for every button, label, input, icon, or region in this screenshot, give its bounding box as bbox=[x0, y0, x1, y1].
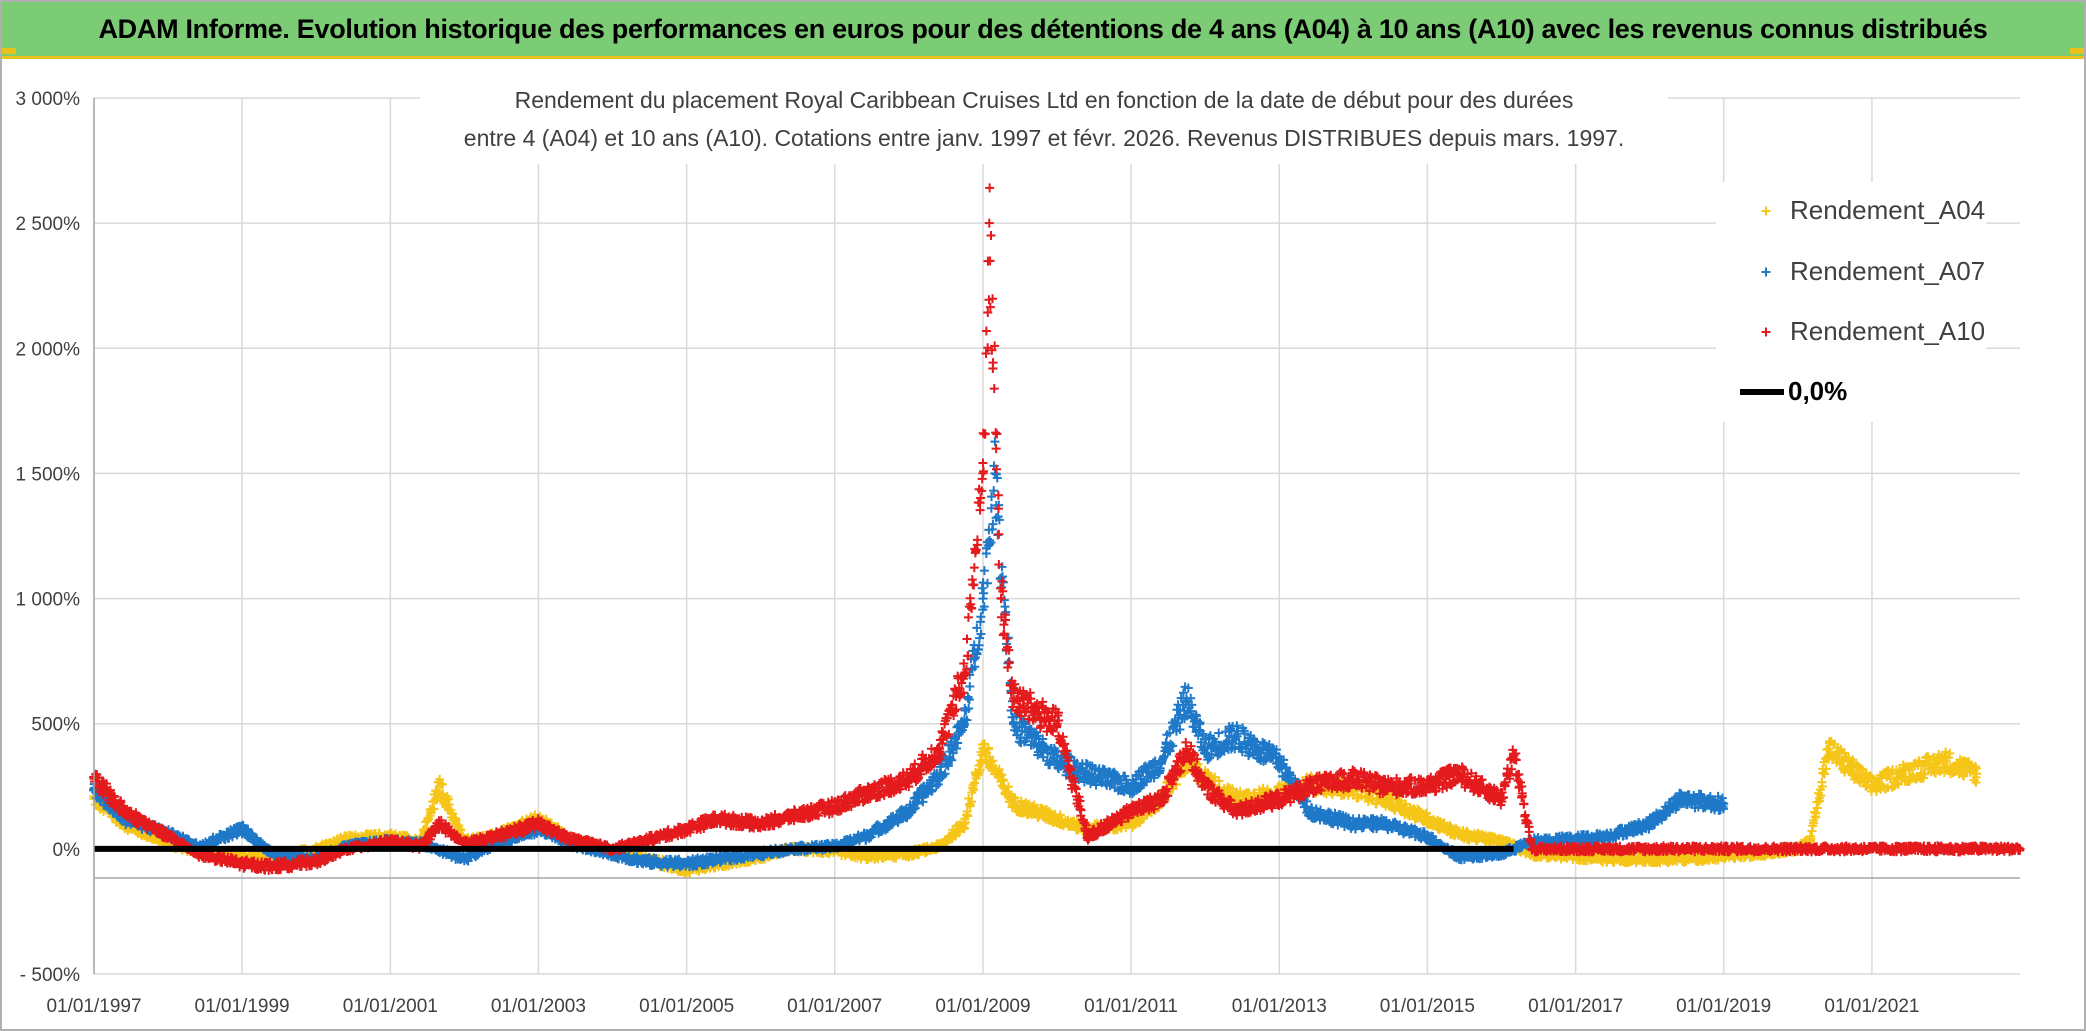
data-point bbox=[1807, 826, 1817, 836]
data-point bbox=[1817, 777, 1827, 787]
data-point bbox=[966, 797, 976, 807]
data-point bbox=[990, 437, 1000, 447]
data-point bbox=[429, 804, 439, 814]
data-point bbox=[962, 807, 972, 817]
data-point bbox=[976, 612, 986, 622]
right-corner-mark bbox=[2070, 48, 2084, 54]
series-rendement-a07 bbox=[89, 437, 1729, 872]
left-corner-mark bbox=[2, 48, 16, 54]
data-point bbox=[963, 694, 973, 704]
data-point bbox=[451, 815, 461, 825]
data-point bbox=[988, 756, 998, 766]
data-point bbox=[968, 783, 978, 793]
data-point bbox=[994, 764, 1004, 774]
data-point bbox=[965, 801, 975, 811]
data-point bbox=[983, 578, 993, 588]
data-point bbox=[1000, 602, 1010, 612]
data-point bbox=[965, 682, 975, 692]
banner-title: ADAM Informe. Evolution historique des p… bbox=[98, 13, 1988, 44]
data-point bbox=[975, 765, 985, 775]
data-point bbox=[979, 566, 989, 576]
banner: ADAM Informe. Evolution historique des p… bbox=[2, 2, 2084, 59]
data-point bbox=[969, 785, 979, 795]
data-point bbox=[997, 770, 1007, 780]
data-point bbox=[1820, 769, 1830, 779]
data-point bbox=[438, 789, 448, 799]
